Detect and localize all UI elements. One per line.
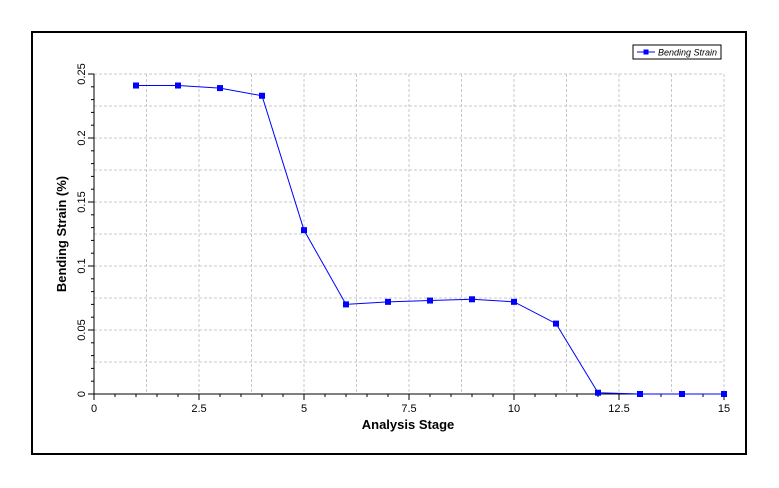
data-point <box>301 227 307 234</box>
data-point <box>637 391 643 397</box>
x-axis-title: Analysis Stage <box>362 417 455 432</box>
x-tick-label: 5 <box>301 403 307 415</box>
grid-lines <box>94 73 725 394</box>
data-point <box>511 298 517 305</box>
data-point <box>553 320 559 327</box>
y-tick-label: 0.25 <box>76 63 88 84</box>
data-point <box>385 298 391 305</box>
x-tick-label: 2.5 <box>191 403 206 415</box>
legend-label: Bending Strain <box>658 48 717 58</box>
x-tick-label: 10 <box>508 403 520 415</box>
data-point <box>133 82 139 89</box>
data-point <box>679 391 685 397</box>
chart-frame <box>31 31 747 455</box>
data-point <box>721 391 727 397</box>
data-point <box>259 92 265 99</box>
data-point <box>469 296 475 303</box>
x-tick-label: 12.5 <box>608 403 629 415</box>
legend: Bending Strain <box>632 44 722 60</box>
x-tick-label: 0 <box>91 403 97 415</box>
data-point <box>427 297 433 304</box>
x-tick-label: 15 <box>718 403 730 415</box>
y-axis-title: Bending Strain (%) <box>54 176 69 292</box>
axes <box>88 73 725 400</box>
y-tick-label: 0.1 <box>76 258 88 273</box>
data-point <box>595 389 601 396</box>
y-tick-label: 0.15 <box>76 191 88 212</box>
data-point <box>343 301 349 308</box>
y-tick-label: 0 <box>76 391 88 397</box>
series-line <box>136 85 724 395</box>
data-point <box>175 82 181 89</box>
legend-box <box>632 44 722 60</box>
y-tick-label: 0.2 <box>76 130 88 145</box>
x-tick-label: 7.5 <box>401 403 416 415</box>
data-point <box>217 85 223 92</box>
tick-labels: 0 2.5 5 7.5 10 12.5 15 0 0.05 0.1 0.15 0.2 0.25 <box>76 63 730 415</box>
legend-marker <box>643 49 649 55</box>
series-layer <box>133 82 727 397</box>
y-tick-label: 0.05 <box>76 319 88 340</box>
